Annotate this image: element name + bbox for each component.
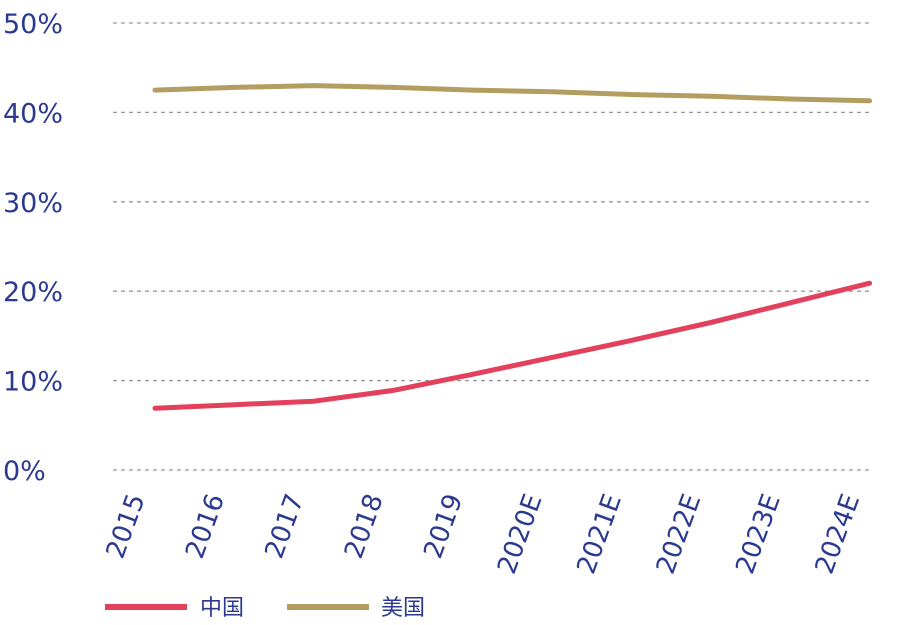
x-tick-label: 2023E	[730, 490, 786, 578]
y-tick-label: 20%	[3, 277, 63, 308]
y-tick-label: 30%	[3, 188, 63, 219]
y-axis-ticks: 0% 10% 20% 30% 40% 50%	[3, 9, 63, 487]
x-tick-label: 2016	[180, 490, 231, 562]
series-line-china	[152, 280, 873, 411]
x-tick-label: 2021E	[572, 490, 628, 578]
x-tick-label: 2020E	[492, 490, 548, 578]
y-tick-label: 10%	[3, 367, 63, 398]
series-lines	[152, 83, 873, 411]
x-axis-ticks: 2015 2016 2017 2018 2019 2020E 2021E 2022E 2023E…	[101, 490, 866, 578]
x-tick-label: 2018	[339, 490, 390, 562]
y-tick-label: 40%	[3, 98, 63, 129]
x-tick-label: 2024E	[810, 490, 866, 578]
y-tick-label: 50%	[3, 9, 63, 40]
x-tick-label: 2015	[101, 490, 152, 562]
series-line-usa	[152, 83, 873, 104]
legend-label-usa: 美国	[381, 596, 425, 621]
gridlines	[113, 22, 870, 471]
legend-label-china: 中国	[200, 596, 244, 621]
y-tick-label: 0%	[3, 456, 46, 487]
legend: 中国 美国	[105, 596, 425, 621]
x-tick-label: 2017	[260, 490, 311, 562]
x-tick-label: 2022E	[651, 490, 707, 578]
x-tick-label: 2019	[418, 490, 469, 562]
